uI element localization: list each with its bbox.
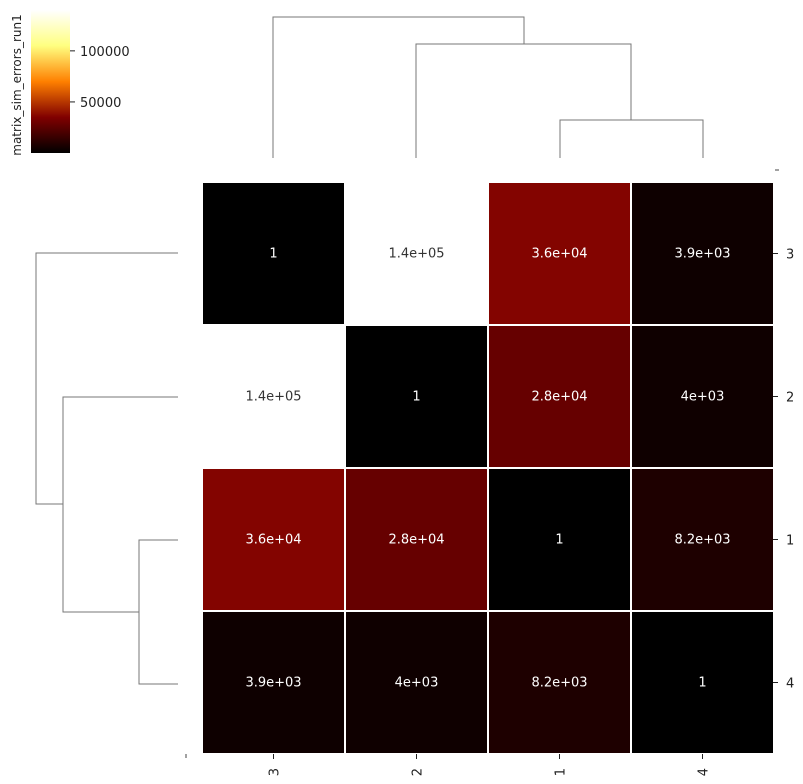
cell-label: 1.4e+05 bbox=[388, 247, 444, 262]
colorbar-gradient bbox=[31, 10, 70, 153]
heatmap-cell bbox=[630, 610, 775, 755]
heatmap-cell bbox=[487, 610, 632, 755]
cell-label: 3.9e+03 bbox=[674, 247, 730, 262]
column-tick-label: 2 bbox=[411, 768, 426, 776]
cell-label: 2.8e+04 bbox=[388, 533, 444, 548]
dendrogram-link bbox=[272, 16, 525, 158]
dendrogram-link bbox=[138, 539, 178, 685]
row-tick-label: 4 bbox=[786, 677, 794, 692]
colorbar-tick-label: 100000 bbox=[80, 45, 130, 60]
heatmap-cell bbox=[630, 467, 775, 612]
colorbar: 50000 100000 matrix_sim_errors_run1 bbox=[10, 10, 130, 156]
dendrogram-link bbox=[35, 252, 178, 505]
dendrogram-link bbox=[559, 119, 704, 158]
heatmap-cell bbox=[344, 181, 489, 326]
cell-label: 8.2e+03 bbox=[531, 676, 587, 691]
cell-label: 1 bbox=[412, 390, 420, 405]
heatmap-cell bbox=[630, 181, 775, 326]
column-dendrogram bbox=[272, 16, 704, 158]
colorbar-tick-label: 50000 bbox=[80, 96, 121, 111]
column-tick-label: 1 bbox=[554, 768, 569, 776]
row-dendrogram bbox=[35, 252, 178, 685]
heatmap-cell bbox=[201, 610, 346, 755]
column-tick-label: 4 bbox=[697, 768, 712, 776]
cell-label: 2.8e+04 bbox=[531, 390, 587, 405]
cell-label: 3.6e+04 bbox=[531, 247, 587, 262]
cell-label: 4e+03 bbox=[395, 676, 439, 691]
heatmap-cell bbox=[487, 467, 632, 612]
cell-label: 3.9e+03 bbox=[245, 676, 301, 691]
heatmap-cell bbox=[487, 324, 632, 469]
heatmap-cell bbox=[344, 467, 489, 612]
cell-label: 4e+03 bbox=[681, 390, 725, 405]
cell-label: 1.4e+05 bbox=[245, 390, 301, 405]
column-tick-labels: 3 2 1 4 bbox=[268, 754, 712, 776]
heatmap-grid: 1 1.4e+05 3.6e+04 3.9e+03 1.4e+05 1 2.8e+04 4e+… bbox=[201, 181, 775, 755]
cell-label: 8.2e+03 bbox=[674, 533, 730, 548]
row-tick-label: 3 bbox=[786, 248, 794, 263]
heatmap-cell bbox=[201, 181, 346, 326]
cell-label: 1 bbox=[269, 247, 277, 262]
cell-label: 3.6e+04 bbox=[245, 533, 301, 548]
row-tick-label: 1 bbox=[786, 534, 794, 549]
row-tick-labels: 3 2 1 4 bbox=[773, 248, 794, 692]
colorbar-label: matrix_sim_errors_run1 bbox=[10, 14, 24, 155]
heatmap-cell bbox=[487, 181, 632, 326]
heatmap-cell bbox=[344, 610, 489, 755]
colorbar-ticks: 50000 100000 bbox=[70, 45, 130, 111]
dendrogram-link bbox=[415, 43, 632, 158]
row-tick-label: 2 bbox=[786, 391, 794, 406]
column-tick-label: 3 bbox=[268, 768, 283, 776]
heatmap-cell bbox=[344, 324, 489, 469]
cell-label: 1 bbox=[555, 533, 563, 548]
dendrogram-link bbox=[62, 396, 178, 613]
cell-label: 1 bbox=[698, 676, 706, 691]
